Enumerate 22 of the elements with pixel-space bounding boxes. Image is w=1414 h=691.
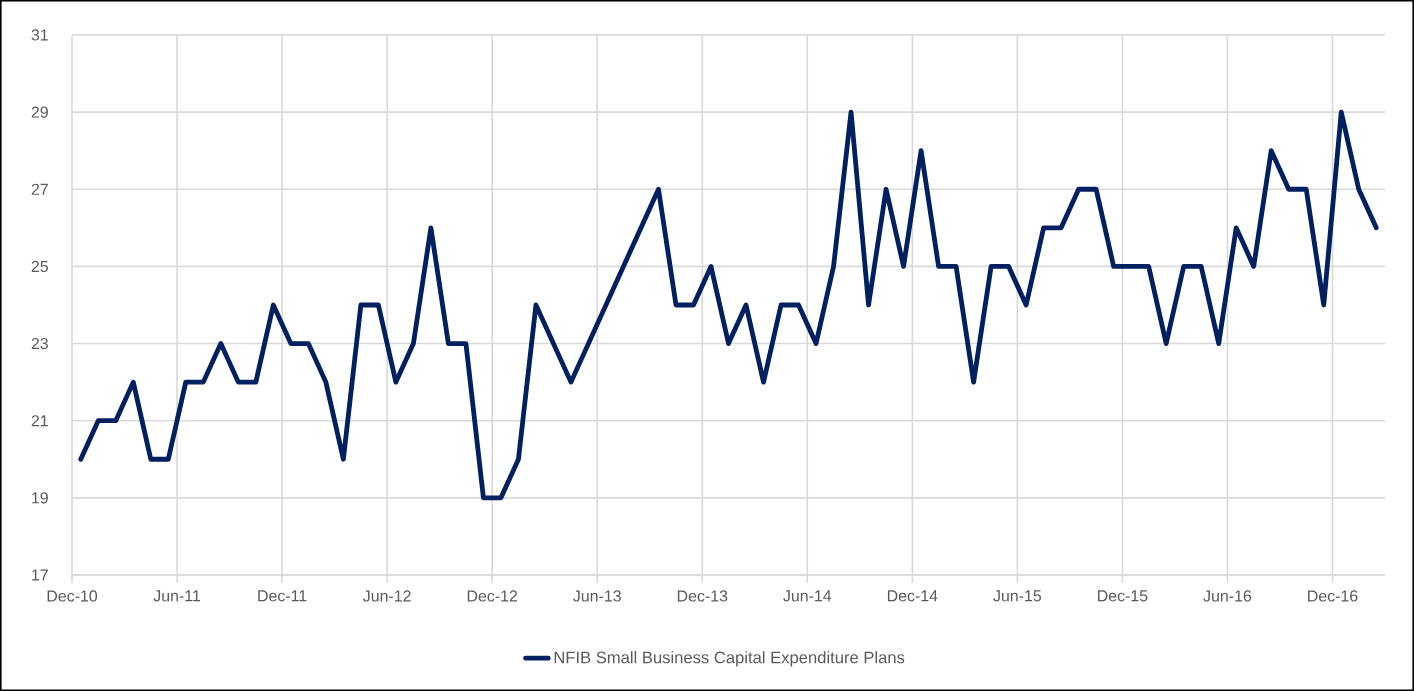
x-tick-label: Dec-11 xyxy=(258,590,307,602)
y-tick-label: 31 xyxy=(31,29,48,41)
x-tick-label: Jun-14 xyxy=(783,590,832,602)
x-tick-label: Dec-14 xyxy=(887,590,938,602)
y-tick-label: 25 xyxy=(31,260,48,273)
legend-label: NFIB Small Business Capital Expenditure Plans xyxy=(554,651,905,667)
x-tick-label: Jun-11 xyxy=(153,590,201,602)
y-tick-label: 19 xyxy=(32,492,48,504)
x-tick-label: Jun-15 xyxy=(993,590,1042,602)
y-tick-label: 21 xyxy=(31,415,48,427)
x-tick-label: Jun-12 xyxy=(363,590,411,602)
y-tick-label: 27 xyxy=(31,183,48,195)
x-tick-label: Jun-16 xyxy=(1203,590,1252,602)
x-tick-label: Dec-12 xyxy=(467,590,518,602)
y-tick-label: 23 xyxy=(31,337,48,350)
x-tick-label: Dec-15 xyxy=(1098,590,1148,602)
y-tick-label: 17 xyxy=(32,569,48,581)
x-tick-label: Dec-13 xyxy=(677,590,728,602)
x-tick-label: Jun-13 xyxy=(573,590,621,602)
x-tick-label: Dec-10 xyxy=(47,590,98,602)
x-tick-label: Dec-16 xyxy=(1308,590,1358,602)
y-tick-label: 29 xyxy=(31,106,48,118)
